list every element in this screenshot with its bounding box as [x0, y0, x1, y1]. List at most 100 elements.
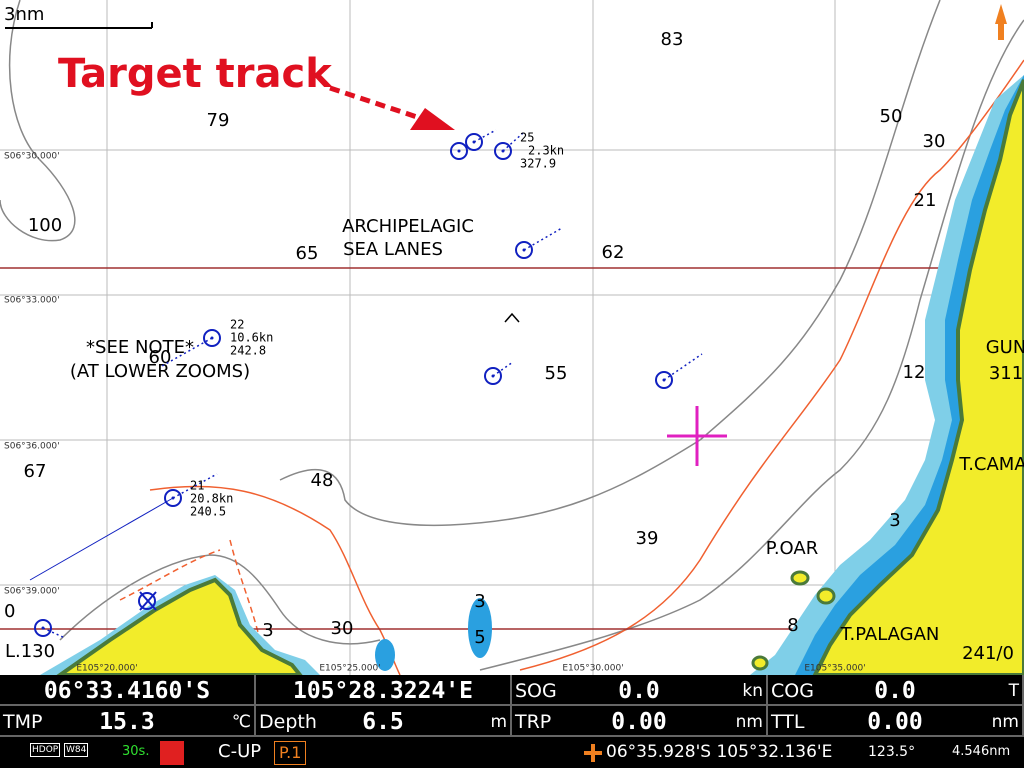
target-vector	[492, 361, 514, 377]
target-info: 242.8	[230, 344, 266, 358]
shoal	[468, 598, 492, 658]
longitude-label: E105°30.000'	[562, 664, 623, 674]
place-label: *SEE NOTE*	[86, 337, 194, 358]
ais-target-dot	[41, 626, 45, 630]
cursor-position: 06°35.928'S 105°32.136'E	[606, 742, 833, 762]
ais-target	[655, 371, 673, 389]
depth-sounding: 3	[474, 591, 485, 612]
ais-target-dot	[662, 378, 666, 382]
datum: W84	[64, 743, 89, 757]
ais-target	[450, 142, 468, 160]
north-indicator	[995, 4, 1007, 40]
target-info: 240.5	[190, 505, 226, 519]
longitude-label: E105°25.000'	[319, 664, 380, 674]
depth-sounding: 60	[149, 347, 172, 368]
field-unit: nm	[735, 712, 763, 732]
target-vector	[523, 227, 563, 251]
depth-sounding: 100	[28, 215, 62, 236]
target-vector	[29, 497, 174, 581]
depth-sounding: 21	[914, 190, 937, 211]
longitude: 105°28.3224'E	[292, 678, 473, 704]
fix-interval: 30s.	[122, 744, 150, 759]
islet	[751, 655, 769, 671]
depth-sounding: 5	[474, 627, 485, 648]
depth-sounding: 79	[207, 110, 230, 131]
field-label: SOG	[515, 680, 557, 702]
ais-target-dot	[491, 374, 495, 378]
depth-sounding: 12	[903, 362, 926, 383]
depth-sounding: 48	[311, 470, 334, 491]
ais-target-dot	[501, 149, 505, 153]
status-cell: TRP 0.00 nm	[512, 706, 768, 737]
field-label: TRP	[515, 711, 552, 733]
page: P.1	[274, 741, 307, 765]
target-info: 20.8kn	[190, 492, 233, 506]
depth-sounding: 55	[545, 363, 568, 384]
ais-target-dot	[472, 140, 476, 144]
target-info: 21	[190, 479, 204, 493]
annotation-arrow-head	[410, 108, 455, 130]
latitude: 06°33.4160'S	[43, 678, 211, 704]
status-cell: COG 0.0 T	[768, 675, 1024, 706]
field-label: Depth	[259, 711, 317, 733]
scale-label: 3nm	[4, 4, 44, 25]
land	[56, 577, 303, 675]
field-label: COG	[771, 680, 814, 702]
islet	[816, 587, 836, 605]
ais-target-dot	[171, 496, 175, 500]
field-value: 15.3	[99, 709, 155, 735]
ais-target-dot	[210, 336, 214, 340]
place-label: (AT LOWER ZOOMS)	[70, 361, 250, 382]
hdop: HDOP	[30, 743, 61, 757]
place-label: L.130	[5, 641, 55, 662]
longitude-label: E105°35.000'	[804, 664, 865, 674]
ais-target	[465, 133, 483, 151]
ais-target	[515, 241, 533, 259]
cursor-range: 4.546nm	[952, 744, 1011, 759]
shoal	[375, 639, 395, 671]
ais-target	[34, 619, 52, 637]
field-unit: ℃	[231, 712, 251, 732]
status-cell: TTL 0.00 nm	[768, 706, 1024, 737]
place-label: 311	[989, 363, 1023, 384]
place-label: ARCHIPELAGIC	[342, 216, 474, 237]
place-label: T.CAMA	[958, 454, 1024, 475]
target-info: 25	[520, 131, 534, 145]
latitude-label: S06°33.000'	[4, 296, 60, 306]
status-cell: 105°28.3224'E	[256, 675, 512, 706]
depth-sounding: 83	[661, 29, 684, 50]
place-label: GUN	[986, 337, 1024, 358]
cursor	[667, 406, 727, 466]
target-info: 22	[230, 318, 244, 332]
field-label: TMP	[3, 711, 43, 733]
ais-target	[164, 489, 182, 507]
depth-sounding: 67	[24, 461, 47, 482]
target-vector	[172, 473, 218, 499]
ais-target	[138, 592, 156, 610]
depth-sounding: 0	[4, 601, 15, 622]
ais-target	[203, 329, 221, 347]
depth-contours	[0, 0, 1024, 671]
depth-sounding: 62	[602, 242, 625, 263]
latitude-label: S06°30.000'	[4, 152, 60, 162]
place-label: T.PALAGAN	[840, 624, 940, 645]
ais-target	[494, 142, 512, 160]
field-unit: m	[490, 712, 507, 732]
ais-target	[484, 367, 502, 385]
latitude-label: S06°39.000'	[4, 587, 60, 597]
field-value: 0.00	[611, 709, 667, 735]
field-unit: T	[1008, 681, 1019, 701]
target-info: 327.9	[520, 157, 556, 171]
field-value: 0.0	[618, 678, 660, 704]
status-cell: SOG 0.0 kn	[512, 675, 768, 706]
longitude-label: E105°20.000'	[76, 664, 137, 674]
vessel-marker	[504, 312, 520, 323]
depth-sounding: 3	[262, 620, 273, 641]
field-value: 6.5	[362, 709, 404, 735]
orientation-mode: C-UP	[218, 741, 262, 762]
depth-sounding: 3	[889, 510, 900, 531]
field-unit: kn	[742, 681, 763, 701]
target-info: 10.6kn	[230, 331, 273, 345]
